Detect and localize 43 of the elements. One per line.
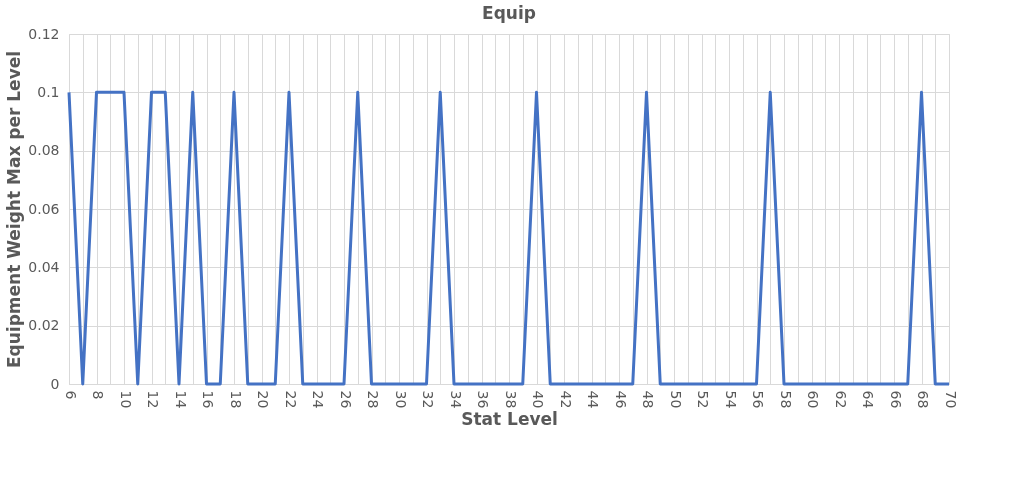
y-tick-label: 0.04 xyxy=(28,258,60,275)
x-tick-label: 34 xyxy=(447,390,464,409)
x-tick-label: 48 xyxy=(640,390,656,409)
x-tick-label: 32 xyxy=(420,390,436,409)
x-tick-label: 62 xyxy=(832,390,849,409)
x-tick-label: 14 xyxy=(172,390,189,409)
x-tick-label: 54 xyxy=(722,390,739,409)
x-tick-label: 28 xyxy=(365,390,381,409)
x-tick-label: 16 xyxy=(200,390,216,409)
x-tick-label: 20 xyxy=(255,390,271,409)
chart-title: Equip xyxy=(482,3,536,23)
x-tick-label: 52 xyxy=(695,390,711,409)
x-tick-label: 60 xyxy=(805,390,821,409)
x-tick-label: 68 xyxy=(915,390,931,409)
x-tick-label: 36 xyxy=(475,390,491,409)
x-tick-label: 64 xyxy=(860,390,876,409)
y-tick-label: 0.06 xyxy=(28,200,60,217)
y-axis-title: Equipment Weight Max per Level xyxy=(4,50,25,369)
x-tick-label: 38 xyxy=(502,390,519,409)
y-tick-label: 0.12 xyxy=(28,25,60,42)
y-tick-label: 0 xyxy=(50,375,60,392)
x-axis-title: Stat Level xyxy=(461,409,558,430)
x-tick-label: 26 xyxy=(337,390,354,409)
x-tick-label: 50 xyxy=(667,390,684,409)
x-tick-label: 10 xyxy=(117,390,134,409)
x-tick-label: 46 xyxy=(612,390,629,409)
x-tick-label: 6 xyxy=(62,390,79,400)
x-tick-label: 22 xyxy=(282,390,299,409)
y-tick-label: 0.02 xyxy=(28,317,60,334)
x-tick-label: 58 xyxy=(777,390,794,409)
x-tick-label: 42 xyxy=(557,390,574,409)
x-tick-label: 70 xyxy=(942,390,959,409)
y-tick-label: 0.1 xyxy=(37,83,60,100)
y-tick-label: 0.08 xyxy=(28,142,60,159)
x-tick-label: 30 xyxy=(392,390,409,409)
x-tick-label: 66 xyxy=(887,390,904,409)
x-tick-label: 40 xyxy=(530,390,546,409)
x-tick-label: 24 xyxy=(310,390,326,409)
x-tick-label: 56 xyxy=(750,390,766,409)
x-tick-label: 12 xyxy=(145,390,161,409)
x-tick-label: 8 xyxy=(90,390,106,400)
x-tick-label: 18 xyxy=(227,390,244,409)
x-tick-label: 44 xyxy=(585,390,601,409)
